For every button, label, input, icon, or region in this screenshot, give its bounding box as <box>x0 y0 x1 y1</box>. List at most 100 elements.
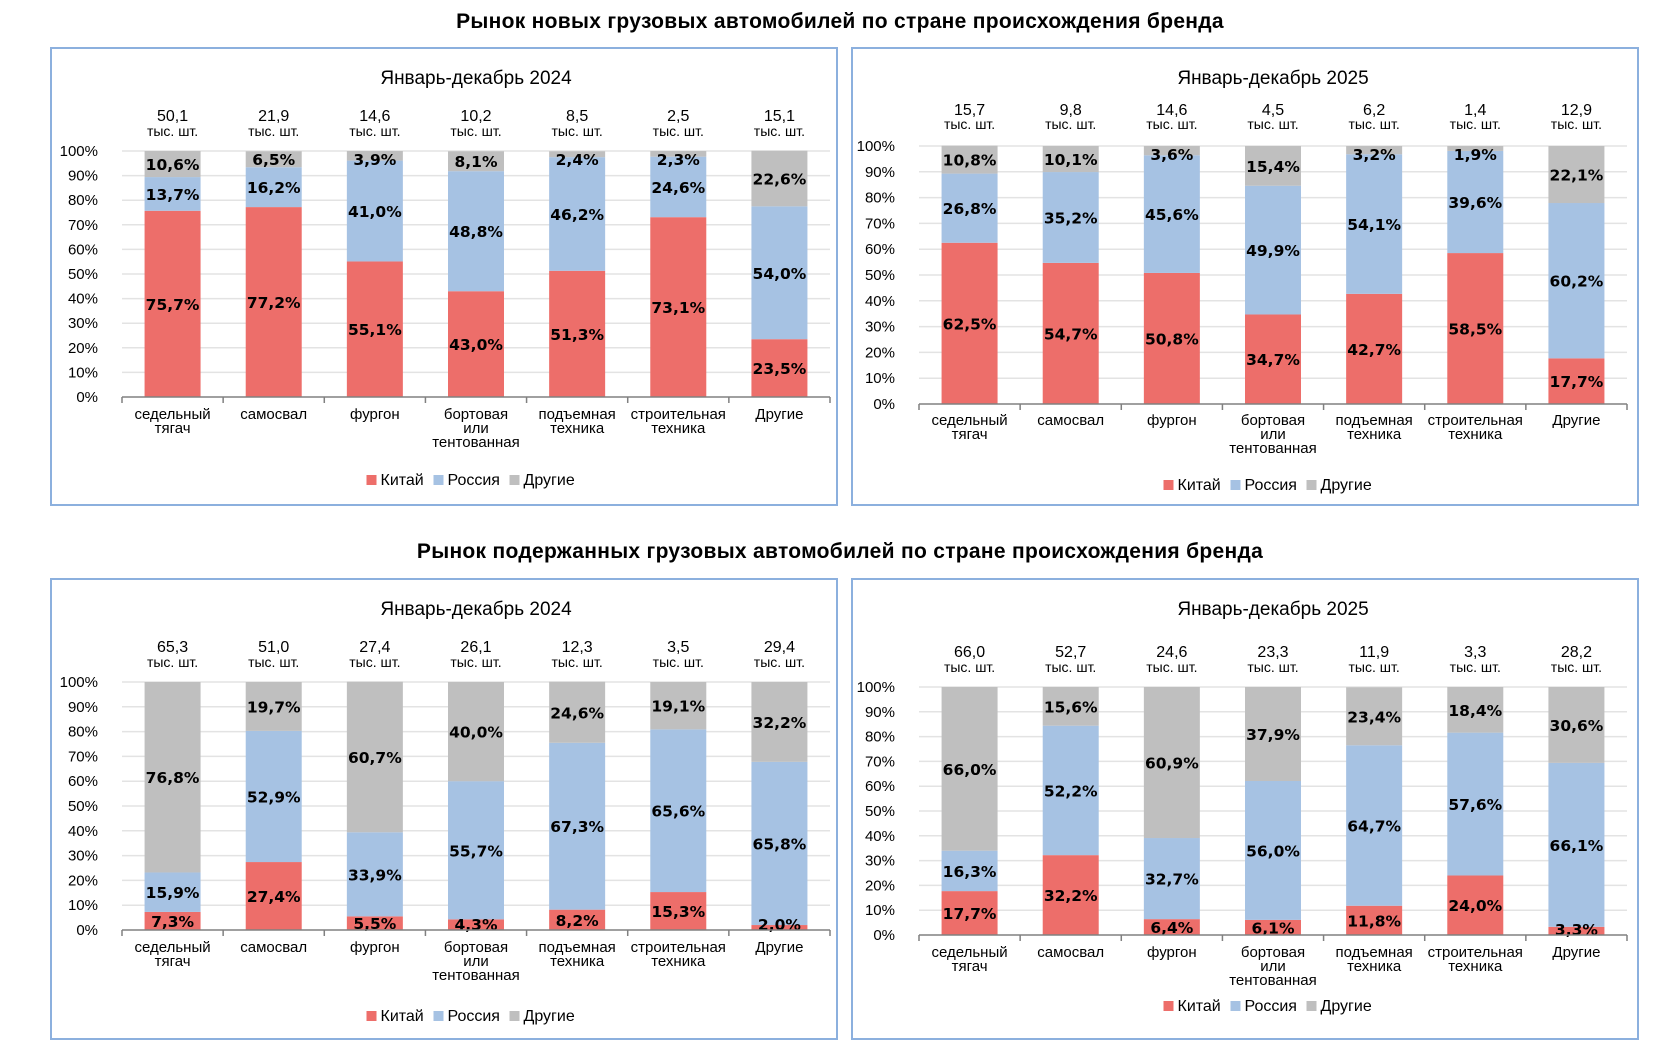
y-tick-label: 100% <box>60 143 98 160</box>
x-category-label: подъемная <box>538 406 615 423</box>
bar-segment-russia <box>245 167 302 208</box>
bar-segment-other <box>751 150 808 207</box>
bar-segment-china <box>448 291 504 397</box>
category-total: 51,0 <box>258 639 289 656</box>
x-category-label: или <box>463 953 489 970</box>
category-total: 66,0 <box>954 644 985 661</box>
bar-segment-russia <box>941 850 998 892</box>
x-category-label: техника <box>550 420 605 437</box>
category-total-unit: тыс. шт. <box>1551 659 1602 675</box>
data-label: 1,9% <box>1454 146 1497 164</box>
y-tick-label: 20% <box>865 344 895 361</box>
bar-segment-other <box>1143 687 1200 839</box>
data-label: 65,6% <box>651 803 705 821</box>
bar-segment-china <box>549 909 606 930</box>
category-total: 28,2 <box>1561 644 1592 661</box>
bar-segment-russia <box>1143 155 1200 273</box>
category-total-unit: тыс. шт. <box>653 123 704 139</box>
category-total-unit: тыс. шт. <box>1045 659 1096 675</box>
data-label: 11,8% <box>1347 912 1401 930</box>
data-label: 24,0% <box>1448 897 1502 915</box>
x-category-label: бортовая <box>1241 944 1305 961</box>
bar-segment-other <box>751 682 808 762</box>
y-tick-label: 50% <box>865 803 895 820</box>
category-total-unit: тыс. шт. <box>1551 116 1602 132</box>
y-tick-label: 30% <box>68 315 98 332</box>
data-label: 27,4% <box>247 888 301 906</box>
y-tick-label: 80% <box>68 724 98 741</box>
y-tick-label: 100% <box>857 679 895 696</box>
y-tick-label: 40% <box>865 293 895 310</box>
data-label: 6,4% <box>1150 919 1193 937</box>
y-tick-label: 30% <box>865 853 895 870</box>
data-label: 15,9% <box>146 884 200 902</box>
data-label: 57,6% <box>1448 796 1502 814</box>
chart-svg: Январь-декабрь 2024 0% 10% 20% 30% 40% 50% 60% 7… <box>60 599 831 1025</box>
bar-segment-russia <box>1548 203 1605 359</box>
category-total: 15,7 <box>954 102 985 119</box>
x-category-label: или <box>1260 426 1286 443</box>
y-tick-label: 60% <box>68 773 98 790</box>
y-tick-label: 0% <box>76 389 98 406</box>
x-category-label: техника <box>1347 958 1402 975</box>
y-tick-label: 80% <box>865 190 895 207</box>
category-total-unit: тыс. шт. <box>450 654 501 670</box>
y-tick-label: 50% <box>865 267 895 284</box>
used-market-title: Рынок подержанных грузовых автомобилей п… <box>416 540 1264 563</box>
bar-segment-other <box>1042 146 1099 173</box>
bar-segment-other <box>448 682 504 782</box>
legend-swatch-russia <box>433 475 444 485</box>
category-total-unit: тыс. шт. <box>349 123 400 139</box>
bar-segment-other <box>144 682 201 873</box>
data-label: 52,9% <box>247 788 301 806</box>
data-label: 23,4% <box>1347 708 1401 726</box>
data-label: 41,0% <box>348 203 402 221</box>
data-label: 55,7% <box>449 842 503 860</box>
legend-swatch-russia <box>1230 480 1241 490</box>
data-label: 10,6% <box>146 156 200 174</box>
bar-segment-other <box>1143 146 1200 156</box>
y-tick-label: 60% <box>68 241 98 258</box>
data-label: 2,4% <box>556 151 599 169</box>
category-total-unit: тыс. шт. <box>147 123 198 139</box>
bar-segment-other <box>144 151 201 178</box>
category-total-unit: тыс. шт. <box>1247 659 1298 675</box>
y-tick-label: 20% <box>865 877 895 894</box>
x-category-label: техника <box>651 953 706 970</box>
bar-segment-russia <box>346 832 403 917</box>
data-label: 40,0% <box>449 724 503 742</box>
bar-segment-china <box>144 911 201 930</box>
x-category-label: фургон <box>350 406 400 423</box>
data-label: 66,1% <box>1550 837 1604 855</box>
y-tick-label: 30% <box>68 848 98 865</box>
legend-swatch-other <box>509 475 520 485</box>
legend-swatch-russia <box>433 1011 444 1021</box>
y-tick-label: 0% <box>873 927 895 944</box>
category-total-unit: тыс. шт. <box>754 123 805 139</box>
bar-segment-china <box>1346 905 1403 935</box>
x-category-label: бортовая <box>444 406 508 423</box>
y-tick-label: 90% <box>865 704 895 721</box>
bar-segment-other <box>941 145 998 174</box>
y-tick-label: 70% <box>865 753 895 770</box>
y-tick-label: 10% <box>68 364 98 381</box>
legend-label: Россия <box>1245 477 1297 494</box>
category-total-unit: тыс. шт. <box>248 654 299 670</box>
category-total: 50,1 <box>157 108 188 125</box>
chart-subtitle: Январь-декабрь 2025 <box>1177 599 1368 620</box>
bar-segment-other <box>245 682 302 731</box>
bar-segment-china <box>448 919 504 930</box>
data-label: 3,3% <box>1555 921 1598 939</box>
data-label: 3,9% <box>353 151 396 169</box>
category-total: 6,2 <box>1363 102 1385 119</box>
bar-segment-china <box>650 217 707 397</box>
y-tick-label: 40% <box>68 823 98 840</box>
chart-svg: Январь-декабрь 2025 0% 10% 20% 30% 40% 50% 60% 7… <box>857 599 1628 1015</box>
x-category-label: или <box>463 420 489 437</box>
bar-segment-russia <box>1042 172 1099 263</box>
bar-segment-russia <box>1346 154 1403 294</box>
y-tick-label: 10% <box>68 897 98 914</box>
legend-label: Китай <box>381 1008 424 1025</box>
y-tick-label: 70% <box>865 215 895 232</box>
data-label: 15,6% <box>1044 698 1098 716</box>
